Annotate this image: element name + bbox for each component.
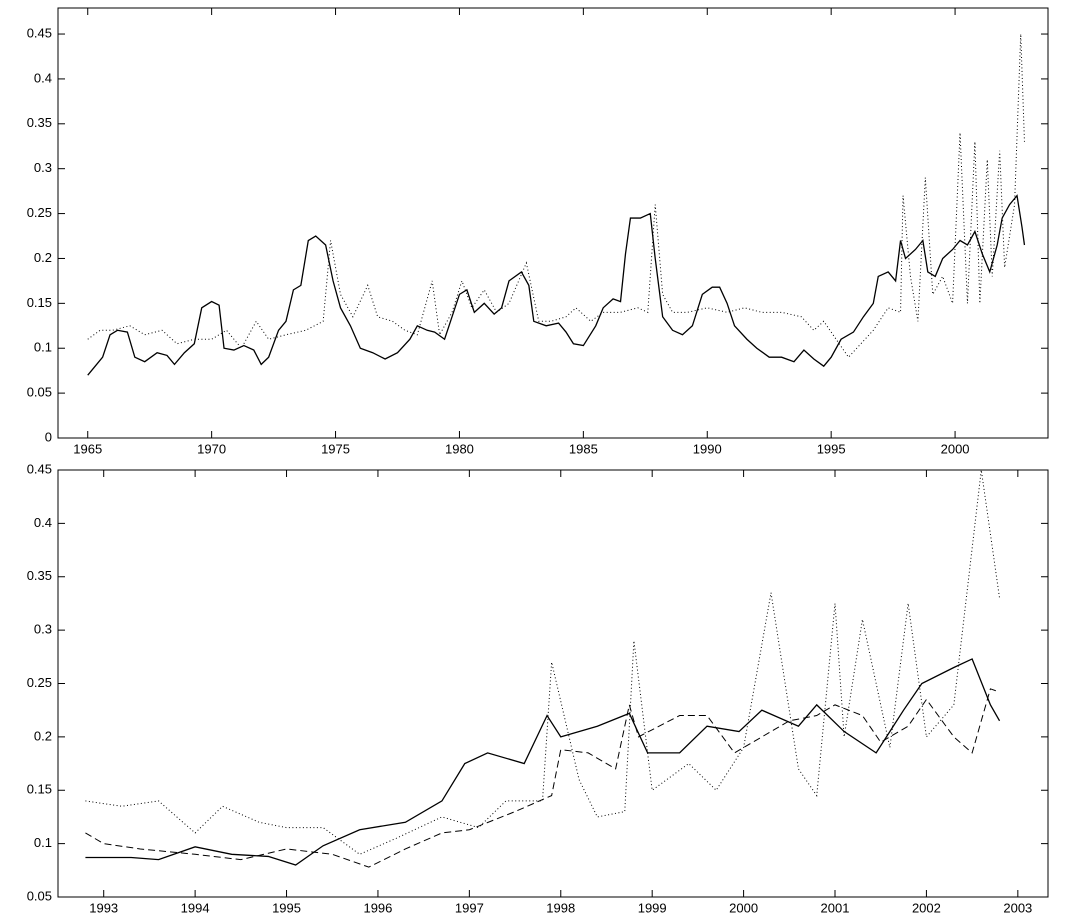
x-tick-label: 1994 [181,900,210,915]
x-tick-label: 1985 [569,441,598,456]
plot-area [57,7,1049,439]
y-tick-label: 0.35 [27,568,52,583]
x-tick-label: 2002 [912,900,941,915]
y-tick-label: 0.2 [34,250,52,265]
x-tick-label: 1975 [321,441,350,456]
y-tick-label: 0.25 [27,205,52,220]
x-tick-label: 2001 [821,900,850,915]
y-tick-label: 0.45 [27,25,52,40]
y-tick-label: 0.4 [34,70,52,85]
y-tick-label: 0.3 [34,160,52,175]
y-tick-label: 0.3 [34,622,52,637]
x-tick-label: 2003 [1003,900,1032,915]
x-tick-label: 1965 [73,441,102,456]
y-tick-label: 0.1 [34,340,52,355]
x-tick-label: 1999 [638,900,667,915]
x-tick-label: 2000 [729,900,758,915]
y-tick-label: 0.15 [27,782,52,797]
series-line [85,688,1000,868]
x-tick-label: 1996 [363,900,392,915]
x-tick-label: 1997 [455,900,484,915]
y-tick-label: 0.05 [27,385,52,400]
x-tick-label: 1970 [197,441,226,456]
y-tick-label: 0 [45,429,52,444]
y-tick-label: 0.45 [27,461,52,476]
y-tick-label: 0.25 [27,675,52,690]
series-line [85,658,1001,866]
y-tick-label: 0.4 [34,515,52,530]
x-tick-label: 1990 [693,441,722,456]
y-tick-label: 0.05 [27,888,52,903]
x-tick-label: 1998 [546,900,575,915]
x-tick-label: 2000 [941,441,970,456]
x-tick-label: 1993 [89,900,118,915]
plot-area [57,469,1049,898]
x-tick-label: 1995 [272,900,301,915]
y-tick-label: 0.35 [27,115,52,130]
x-tick-label: 1980 [445,441,474,456]
x-tick-label: 1995 [817,441,846,456]
y-tick-label: 0.1 [34,835,52,850]
y-tick-label: 0.2 [34,728,52,743]
y-tick-label: 0.15 [27,295,52,310]
series-line [87,194,1026,376]
